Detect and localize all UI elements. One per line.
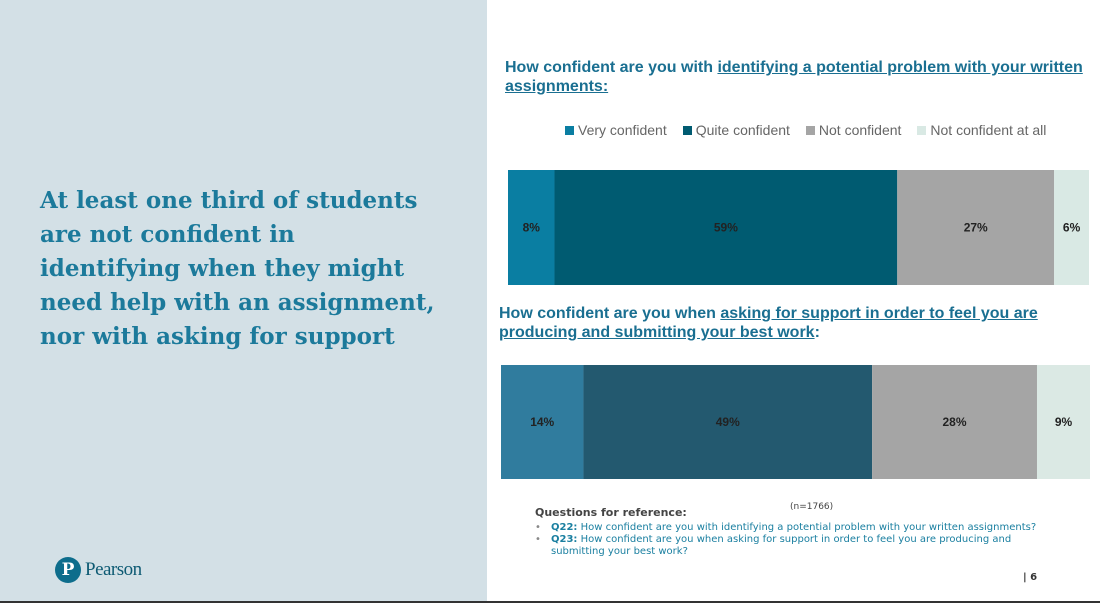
legend-label: Not confident: [818, 122, 902, 138]
reference-questions: Questions for reference: Q22: How confid…: [535, 507, 1055, 558]
legend: Very confident Quite confident Not confi…: [565, 122, 1046, 138]
legend-item: Very confident: [565, 122, 667, 138]
legend-label: Quite confident: [695, 122, 790, 138]
data-label: 6%: [1063, 221, 1081, 235]
chart2-title-plain: How confident are you when: [499, 305, 721, 322]
legend-swatch: [917, 125, 927, 135]
reference-id: Q23:: [551, 534, 578, 545]
pearson-wordmark: Pearson: [85, 559, 142, 580]
data-label: 59%: [714, 221, 738, 235]
legend-item: Not confident: [805, 122, 902, 138]
data-label: 28%: [943, 415, 967, 429]
reference-item: Q22: How confident are you with identify…: [535, 522, 1055, 534]
legend-swatch: [805, 125, 815, 135]
legend-label: Not confident at all: [930, 122, 1047, 138]
left-panel: At least one third of students are not c…: [0, 0, 487, 603]
chart2-title-suffix: :: [814, 324, 820, 341]
chart2-title: How confident are you when asking for su…: [499, 304, 1059, 342]
pearson-logo: P Pearson: [55, 557, 142, 583]
data-label: 49%: [716, 415, 740, 429]
chart2-title-underlined: asking for support in order to feel you …: [499, 305, 1038, 341]
legend-item: Quite confident: [682, 122, 790, 138]
reference-item: Q23: How confident are you when asking f…: [535, 534, 1055, 558]
legend-label: Very confident: [578, 122, 667, 138]
reference-text: How confident are you with identifying a…: [577, 522, 1037, 533]
bar-segment-2-3: [872, 365, 1037, 479]
sample-size: (n=1766): [790, 502, 834, 512]
chart1-title-plain: How confident are you with: [505, 59, 718, 76]
bar-segment-1-1: [508, 170, 555, 285]
bar-segment-1-4: [1054, 170, 1089, 285]
bottom-border: [0, 601, 1100, 603]
bar-segment-1-2: [554, 170, 898, 285]
legend-swatch: [565, 125, 574, 135]
reference-heading: Questions for reference:: [535, 506, 687, 519]
reference-text: How confident are you when asking for su…: [551, 534, 1012, 557]
bar-segment-2-4: [1036, 365, 1090, 479]
chart1-title-underlined: identifying a potential problem with you…: [505, 59, 1083, 95]
pearson-logo-icon: P: [55, 557, 81, 583]
page-number: | 6: [1023, 572, 1038, 583]
chart1-title: How confident are you with identifying a…: [505, 58, 1095, 96]
data-label: 9%: [1055, 415, 1073, 429]
legend-item: Not confident at all: [917, 122, 1046, 138]
headline: At least one third of students are not c…: [40, 187, 435, 350]
bar-segment-2-2: [583, 365, 873, 479]
reference-id: Q22:: [551, 522, 578, 533]
bar-segment-1-3: [897, 170, 1055, 285]
legend-swatch: [682, 125, 692, 135]
data-label: 27%: [964, 221, 988, 235]
data-label: 8%: [523, 221, 541, 235]
data-label: 14%: [530, 415, 554, 429]
bar-segment-2-1: [501, 365, 584, 479]
